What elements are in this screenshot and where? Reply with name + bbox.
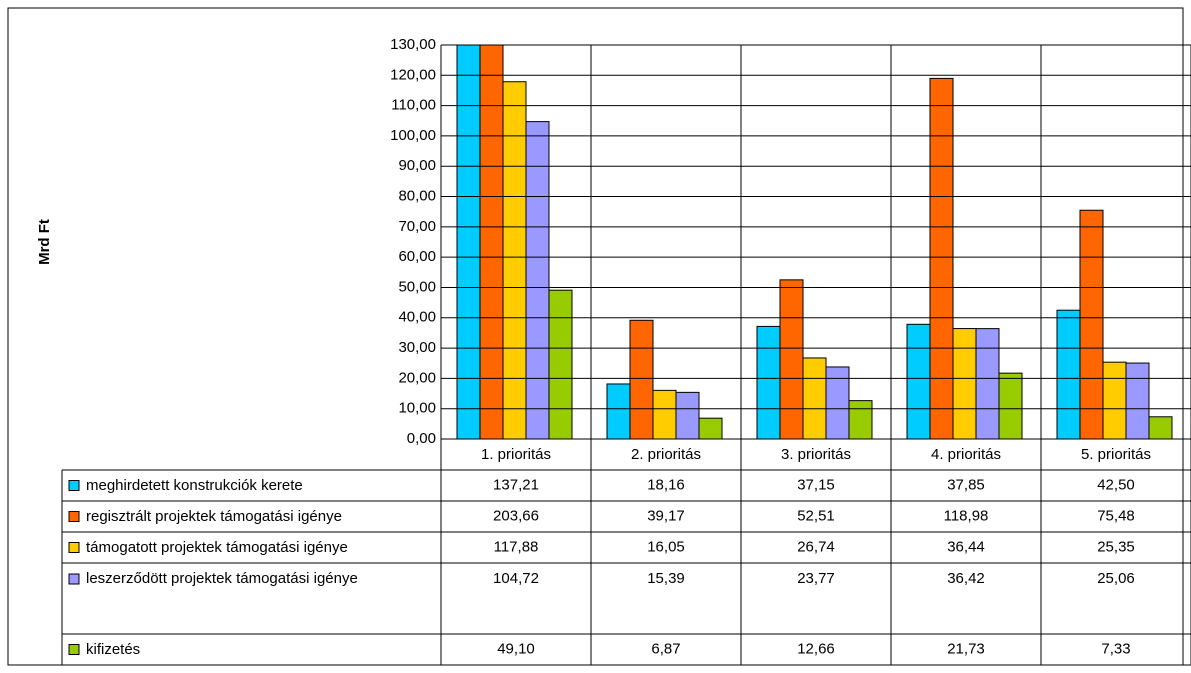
table-value: 25,35 [1097, 538, 1135, 555]
y-tick-label: 30,00 [398, 339, 436, 356]
bar [848, 400, 873, 440]
table-value: 104,72 [493, 570, 539, 587]
table-value: 52,51 [797, 507, 835, 524]
table-value: 39,17 [647, 507, 685, 524]
legend-swatch [68, 480, 80, 491]
bar [825, 366, 850, 440]
table-value: 203,66 [493, 507, 539, 524]
table-value: 49,10 [497, 640, 535, 657]
y-tick-label: 80,00 [398, 188, 436, 205]
legend-label: leszerződött projektek támogatási igénye [86, 570, 358, 587]
y-tick-label: 40,00 [398, 309, 436, 326]
legend-label: regisztrált projektek támogatási igénye [86, 507, 342, 525]
y-axis-label: Mrd Ft [36, 219, 53, 265]
x-tick-label: 4. prioritás [931, 446, 1001, 463]
y-tick-label: 70,00 [398, 218, 436, 235]
bar [1079, 209, 1104, 440]
legend-label-box: meghirdetett konstrukciók kerete [86, 476, 303, 494]
bar [998, 372, 1023, 440]
legend-swatch [68, 542, 80, 553]
legend-label-box: kifizetés [86, 640, 141, 658]
y-tick-label: 90,00 [398, 157, 436, 174]
legend-label: kifizetés [86, 640, 141, 658]
bar [629, 319, 654, 440]
bar [929, 77, 954, 440]
table-value: 16,05 [647, 538, 685, 555]
bar [952, 328, 977, 440]
bar [525, 121, 550, 440]
bar [975, 328, 1000, 440]
table-value: 118,98 [944, 507, 989, 524]
table-value: 21,73 [947, 640, 985, 657]
bar [906, 323, 931, 440]
table-value: 7,33 [1101, 640, 1130, 657]
x-tick-label: 2. prioritás [631, 446, 701, 463]
y-tick-label: 100,00 [390, 127, 436, 144]
y-tick-label: 50,00 [398, 278, 436, 295]
legend-swatch [68, 573, 80, 585]
y-tick-label: 10,00 [398, 400, 436, 417]
bars [456, 45, 1173, 440]
y-tick-label: 60,00 [398, 248, 436, 265]
table-value: 36,44 [947, 538, 985, 555]
bar [698, 417, 723, 440]
bar [1148, 416, 1173, 440]
x-tick-label: 1. prioritás [481, 446, 551, 463]
table-value: 12,66 [797, 640, 835, 657]
legend-label: meghirdetett konstrukciók kerete [86, 476, 303, 494]
bar [548, 289, 573, 440]
table-value: 23,77 [797, 570, 835, 587]
bar [675, 391, 700, 440]
bar [652, 389, 677, 440]
legend-label-box: regisztrált projektek támogatási igénye [86, 507, 342, 525]
bar [1056, 309, 1081, 440]
table-value: 15,39 [647, 570, 685, 587]
legend-label-box: támogatott projektek támogatási igénye [86, 538, 348, 556]
bar [1102, 361, 1127, 440]
table-value: 42,50 [1097, 476, 1135, 493]
legend-label: támogatott projektek támogatási igénye [86, 538, 348, 556]
bar [779, 279, 804, 440]
table-value: 6,87 [651, 640, 680, 657]
bar [1125, 362, 1150, 440]
legend-swatch [68, 511, 80, 522]
legend-label-box: leszerződött projektek támogatási igénye [86, 570, 358, 587]
table-value: 18,16 [647, 476, 685, 493]
y-tick-label: 120,00 [390, 66, 436, 83]
table-value: 117,88 [494, 538, 539, 555]
bar [502, 81, 527, 440]
table-value: 36,42 [947, 570, 985, 587]
y-tick-label: 20,00 [398, 369, 436, 386]
table-value: 37,85 [947, 476, 985, 493]
legend-swatch [68, 644, 80, 655]
bar [802, 357, 827, 440]
x-tick-label: 3. prioritás [781, 446, 851, 463]
x-tick-label: 5. prioritás [1081, 446, 1151, 463]
table-value: 25,06 [1097, 570, 1135, 587]
table-value: 137,21 [493, 476, 539, 493]
y-tick-label: 130,00 [390, 36, 436, 53]
bar [756, 325, 781, 440]
bar [479, 45, 504, 440]
bar [456, 45, 481, 440]
table-value: 37,15 [797, 476, 835, 493]
table-value: 26,74 [797, 538, 835, 555]
bar [606, 383, 631, 440]
table-value: 75,48 [1097, 507, 1135, 524]
y-tick-label: 110,00 [391, 97, 436, 114]
y-tick-label: 0,00 [407, 430, 436, 447]
